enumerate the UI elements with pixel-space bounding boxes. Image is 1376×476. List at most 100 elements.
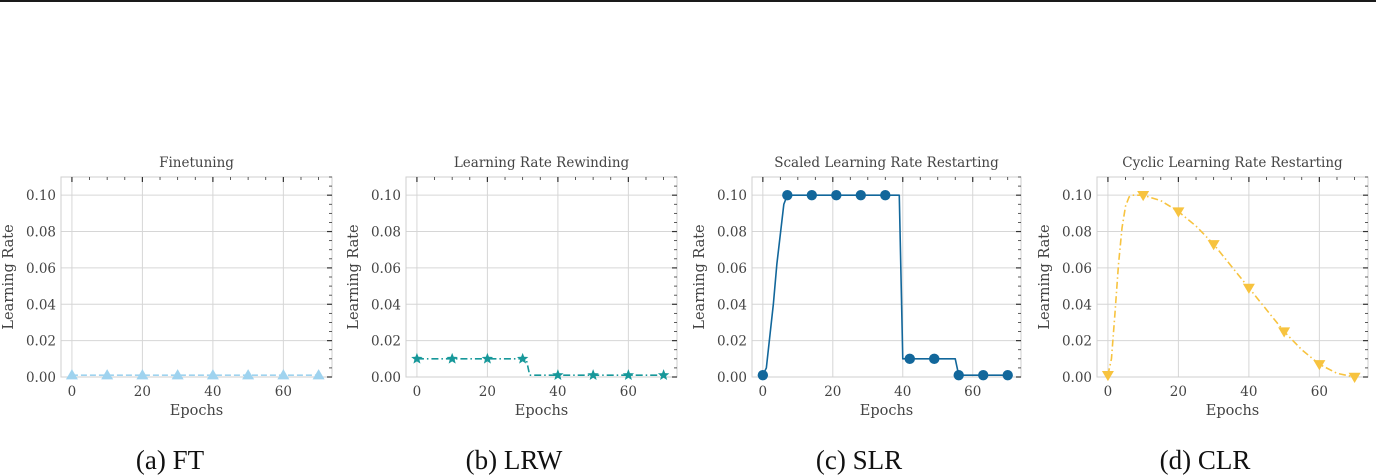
data-point-marker bbox=[312, 369, 325, 380]
tick-marks bbox=[762, 176, 1021, 378]
data-point-marker bbox=[136, 369, 149, 380]
y-tick-label: 0.04 bbox=[26, 297, 56, 313]
y-tick-label: 0.10 bbox=[1062, 188, 1092, 204]
y-axis-label: Learning Rate bbox=[692, 224, 708, 329]
tick-marks bbox=[416, 176, 677, 378]
x-axis-label: Epochs bbox=[1206, 403, 1260, 419]
data-point-marker bbox=[242, 369, 255, 380]
data-point-marker bbox=[481, 352, 494, 364]
x-tick-label: 0 bbox=[68, 384, 77, 400]
x-tick-label: 60 bbox=[964, 384, 981, 400]
y-axis-label: Learning Rate bbox=[1037, 224, 1053, 329]
y-tick-label: 0.10 bbox=[26, 188, 56, 204]
y-tick-label: 0.04 bbox=[1062, 297, 1092, 313]
tick-marks bbox=[71, 176, 332, 378]
y-tick-label: 0.00 bbox=[26, 370, 56, 386]
data-point-marker bbox=[446, 352, 458, 364]
data-point-marker bbox=[782, 189, 793, 201]
series-line bbox=[416, 358, 664, 376]
x-tick-label: 40 bbox=[204, 384, 221, 400]
data-point-marker bbox=[1313, 360, 1326, 371]
x-tick-label: 20 bbox=[1170, 384, 1187, 400]
x-axis-label: Epochs bbox=[860, 403, 914, 419]
data-point-marker bbox=[855, 189, 866, 201]
x-tick-label: 40 bbox=[894, 384, 911, 400]
data-point-marker bbox=[1207, 240, 1220, 251]
x-tick-label: 40 bbox=[549, 384, 566, 400]
y-tick-label: 0.00 bbox=[1062, 370, 1092, 386]
y-tick-label: 0.08 bbox=[717, 225, 747, 241]
data-point-marker bbox=[953, 369, 964, 381]
series-clr bbox=[1101, 190, 1361, 383]
data-point-marker bbox=[880, 189, 891, 201]
data-point-marker bbox=[411, 352, 423, 364]
y-tick-label: 0.06 bbox=[1062, 261, 1092, 277]
data-point-marker bbox=[101, 369, 114, 380]
y-tick-label: 0.00 bbox=[371, 370, 401, 386]
data-point-marker bbox=[831, 189, 842, 201]
tick-marks bbox=[1107, 176, 1368, 378]
y-tick-label: 0.00 bbox=[717, 370, 747, 386]
x-axis-label: Epochs bbox=[515, 403, 569, 419]
data-point-marker bbox=[904, 353, 915, 365]
x-tick-label: 20 bbox=[479, 384, 496, 400]
data-point-marker bbox=[929, 353, 940, 365]
data-point-marker bbox=[1348, 372, 1361, 383]
x-tick-label: 0 bbox=[1104, 384, 1113, 400]
data-point-marker bbox=[622, 369, 635, 381]
series-ft bbox=[65, 369, 325, 380]
data-point-marker bbox=[1242, 283, 1255, 294]
x-tick-label: 60 bbox=[275, 384, 292, 400]
data-point-marker bbox=[206, 369, 219, 380]
x-tick-label: 20 bbox=[824, 384, 841, 400]
y-tick-label: 0.10 bbox=[717, 188, 747, 204]
data-point-marker bbox=[978, 369, 989, 381]
caption-b: (b) LRW bbox=[465, 445, 563, 475]
data-point-marker bbox=[757, 369, 769, 381]
data-point-marker bbox=[552, 369, 564, 381]
y-tick-label: 0.08 bbox=[26, 225, 56, 241]
data-point-marker bbox=[587, 369, 599, 381]
y-tick-label: 0.02 bbox=[371, 334, 401, 350]
y-tick-label: 0.08 bbox=[1062, 225, 1092, 241]
data-point-marker bbox=[516, 352, 529, 364]
y-tick-label: 0.04 bbox=[371, 297, 401, 313]
data-point-marker bbox=[1278, 327, 1291, 338]
data-point-marker bbox=[1137, 190, 1150, 202]
x-tick-label: 60 bbox=[1311, 384, 1328, 400]
caption-a: (a) FT bbox=[135, 445, 205, 475]
data-point-marker bbox=[65, 369, 78, 380]
data-point-marker bbox=[1002, 369, 1013, 381]
y-tick-label: 0.02 bbox=[1062, 334, 1092, 350]
data-point-marker bbox=[1101, 370, 1114, 382]
x-tick-label: 20 bbox=[134, 384, 151, 400]
caption-c: (c) SLR bbox=[815, 445, 903, 475]
chart-title: Learning Rate Rewinding bbox=[454, 155, 630, 171]
data-point-marker bbox=[277, 369, 290, 380]
y-tick-label: 0.06 bbox=[26, 261, 56, 277]
x-tick-label: 60 bbox=[620, 384, 637, 400]
y-axis-label: Learning Rate bbox=[346, 224, 362, 329]
data-point-marker bbox=[806, 189, 818, 201]
grid-lines bbox=[406, 177, 677, 378]
data-point-marker bbox=[1172, 207, 1185, 218]
y-axis-label: Learning Rate bbox=[1, 224, 17, 329]
series-lrw bbox=[411, 352, 670, 381]
chart-title: Cyclic Learning Rate Restarting bbox=[1122, 155, 1343, 171]
series-slr bbox=[757, 189, 1013, 381]
data-point-marker bbox=[657, 369, 670, 381]
chart-title: Finetuning bbox=[159, 155, 234, 171]
series-line bbox=[1107, 194, 1355, 378]
x-axis-label: Epochs bbox=[170, 403, 224, 419]
x-tick-label: 0 bbox=[413, 384, 422, 400]
x-tick-label: 40 bbox=[1240, 384, 1257, 400]
grid-lines bbox=[61, 177, 332, 378]
y-tick-label: 0.06 bbox=[717, 261, 747, 277]
chart-title: Scaled Learning Rate Restarting bbox=[774, 155, 999, 171]
y-tick-label: 0.08 bbox=[371, 225, 401, 241]
y-tick-label: 0.06 bbox=[371, 261, 401, 277]
